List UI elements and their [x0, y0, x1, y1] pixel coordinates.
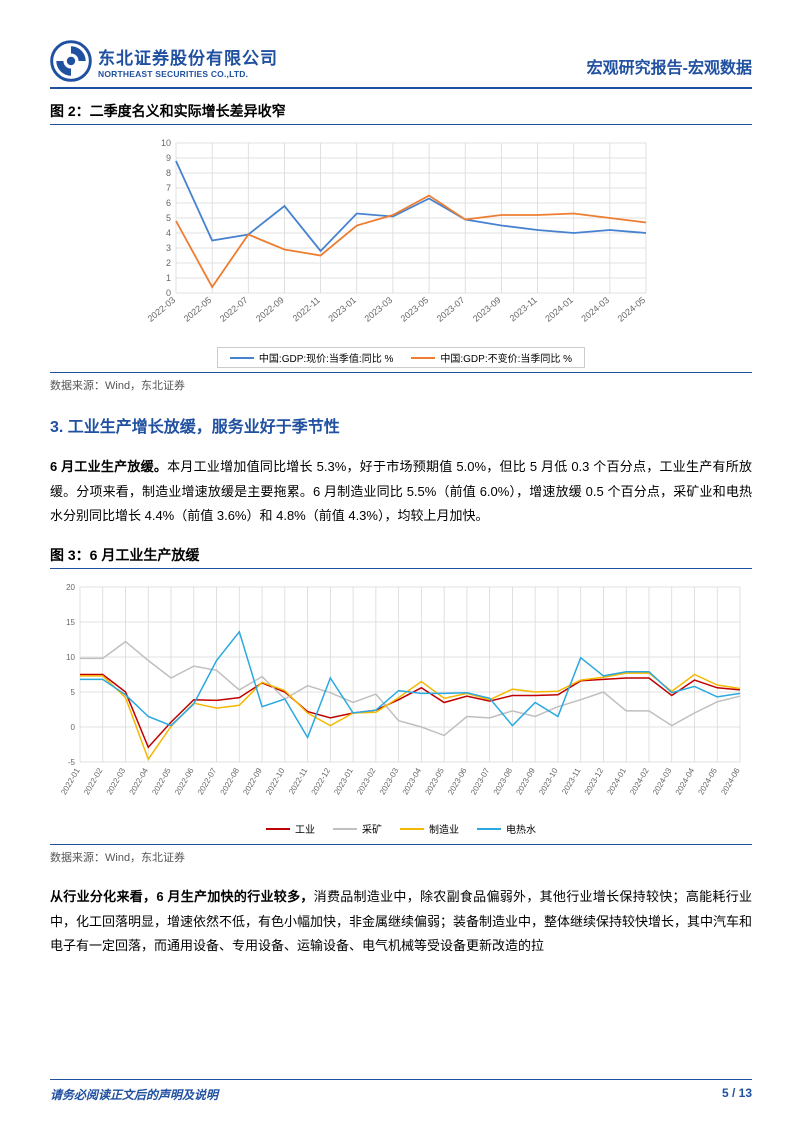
- fig3-line-chart: -5051015202022-012022-022022-032022-0420…: [50, 577, 750, 817]
- section3-para1: 6 月工业生产放缓。本月工业增加值同比增长 5.3%，好于市场预期值 5.0%，…: [50, 455, 752, 529]
- fig2-line-chart: 0123456789102022-032022-052022-072022-09…: [146, 133, 656, 343]
- logo-text: 东北证券股份有限公司 NORTHEAST SECURITIES CO.,LTD.: [98, 44, 278, 79]
- svg-text:2024-05: 2024-05: [696, 766, 719, 796]
- svg-text:2022-05: 2022-05: [182, 295, 214, 324]
- legend-item: 制造业: [400, 821, 459, 836]
- page-header: 东北证券股份有限公司 NORTHEAST SECURITIES CO.,LTD.…: [50, 40, 752, 89]
- svg-text:2023-11: 2023-11: [560, 766, 582, 796]
- svg-text:2022-12: 2022-12: [310, 766, 333, 796]
- svg-text:2022-11: 2022-11: [291, 295, 322, 323]
- svg-text:2022-01: 2022-01: [59, 766, 82, 796]
- section3-title: 3. 工业生产增长放缓，服务业好于季节性: [50, 413, 752, 437]
- svg-text:2022-10: 2022-10: [264, 766, 287, 796]
- svg-text:2024-04: 2024-04: [674, 766, 697, 796]
- svg-text:2022-06: 2022-06: [173, 766, 196, 796]
- company-logo-icon: [50, 40, 92, 82]
- svg-text:2023-09: 2023-09: [514, 766, 537, 796]
- svg-text:2022-07: 2022-07: [218, 295, 250, 324]
- fig3-data-source: 数据来源：Wind，东北证券: [50, 849, 752, 865]
- svg-text:2023-01: 2023-01: [332, 766, 355, 796]
- svg-text:2023-03: 2023-03: [362, 295, 394, 324]
- svg-text:2023-05: 2023-05: [399, 295, 431, 324]
- para2-bold: 从行业分化来看，6 月生产加快的行业较多，: [50, 889, 314, 904]
- svg-text:2023-08: 2023-08: [492, 766, 515, 796]
- page-footer: 请务必阅读正文后的声明及说明 5 / 13: [50, 1079, 752, 1103]
- fig3-title: 图 3：6 月工业生产放缓: [50, 545, 752, 569]
- svg-text:9: 9: [166, 153, 171, 163]
- fig3-chart-container: -5051015202022-012022-022022-032022-0420…: [50, 577, 752, 845]
- svg-text:7: 7: [166, 183, 171, 193]
- svg-text:2022-09: 2022-09: [241, 766, 264, 796]
- legend-item: 采矿: [333, 821, 382, 836]
- svg-text:2023-07: 2023-07: [435, 295, 467, 324]
- svg-text:2024-01: 2024-01: [543, 295, 575, 324]
- svg-text:2023-09: 2023-09: [471, 295, 503, 324]
- svg-text:10: 10: [161, 138, 171, 148]
- svg-text:2024-05: 2024-05: [616, 295, 648, 324]
- svg-text:1: 1: [166, 273, 171, 283]
- fig2-title: 图 2：二季度名义和实际增长差异收窄: [50, 101, 752, 125]
- svg-text:2022-11: 2022-11: [287, 766, 309, 796]
- svg-text:2022-09: 2022-09: [254, 295, 286, 324]
- svg-text:8: 8: [166, 168, 171, 178]
- svg-text:2022-05: 2022-05: [150, 766, 173, 796]
- svg-text:2023-01: 2023-01: [326, 295, 358, 324]
- svg-text:2023-02: 2023-02: [355, 766, 378, 796]
- svg-text:2023-11: 2023-11: [508, 295, 539, 323]
- legend-item: 中国:GDP:现价:当季值:同比 %: [230, 350, 393, 365]
- para1-bold: 6 月工业生产放缓。: [50, 459, 167, 474]
- svg-text:2022-02: 2022-02: [82, 766, 105, 796]
- svg-text:2023-04: 2023-04: [401, 766, 424, 796]
- svg-text:2022-03: 2022-03: [146, 295, 177, 324]
- footer-disclaimer: 请务必阅读正文后的声明及说明: [50, 1086, 218, 1103]
- legend-item: 中国:GDP:不变价:当季同比 %: [411, 350, 572, 365]
- svg-text:2023-07: 2023-07: [469, 766, 492, 796]
- svg-text:4: 4: [166, 228, 171, 238]
- svg-text:2024-03: 2024-03: [579, 295, 611, 324]
- svg-text:2024-03: 2024-03: [651, 766, 674, 796]
- fig2-data-source: 数据来源：Wind，东北证券: [50, 377, 752, 393]
- svg-text:2022-04: 2022-04: [128, 766, 151, 796]
- svg-text:-5: -5: [68, 758, 76, 767]
- fig2-legend: 中国:GDP:现价:当季值:同比 % 中国:GDP:不变价:当季同比 %: [217, 347, 585, 368]
- svg-text:2023-06: 2023-06: [446, 766, 469, 796]
- logo-block: 东北证券股份有限公司 NORTHEAST SECURITIES CO.,LTD.: [50, 40, 278, 82]
- svg-text:10: 10: [66, 653, 75, 662]
- svg-text:2024-01: 2024-01: [605, 766, 628, 796]
- page-number: 5 / 13: [722, 1086, 752, 1103]
- svg-text:2023-05: 2023-05: [423, 766, 446, 796]
- fig2-chart-container: 0123456789102022-032022-052022-072022-09…: [50, 133, 752, 373]
- svg-text:2024-02: 2024-02: [628, 766, 651, 796]
- svg-text:2023-03: 2023-03: [378, 766, 401, 796]
- svg-text:2022-07: 2022-07: [196, 766, 219, 796]
- svg-text:2: 2: [166, 258, 171, 268]
- svg-text:2024-06: 2024-06: [719, 766, 742, 796]
- svg-text:2022-03: 2022-03: [105, 766, 128, 796]
- svg-text:0: 0: [71, 723, 76, 732]
- report-category: 宏观研究报告-宏观数据: [587, 54, 752, 82]
- svg-text:2023-12: 2023-12: [583, 766, 606, 796]
- svg-text:2022-08: 2022-08: [219, 766, 242, 796]
- legend-item: 工业: [266, 821, 315, 836]
- svg-text:6: 6: [166, 198, 171, 208]
- logo-cn: 东北证券股份有限公司: [98, 44, 278, 69]
- fig3-legend: 工业 采矿 制造业 电热水: [50, 817, 752, 840]
- svg-text:5: 5: [166, 213, 171, 223]
- legend-item: 电热水: [477, 821, 536, 836]
- svg-text:2023-10: 2023-10: [537, 766, 560, 796]
- logo-en: NORTHEAST SECURITIES CO.,LTD.: [98, 69, 278, 79]
- svg-text:20: 20: [66, 583, 75, 592]
- svg-text:3: 3: [166, 243, 171, 253]
- para2: 从行业分化来看，6 月生产加快的行业较多，消费品制造业中，除农副食品偏弱外，其他…: [50, 885, 752, 959]
- svg-text:5: 5: [71, 688, 76, 697]
- svg-text:15: 15: [66, 618, 75, 627]
